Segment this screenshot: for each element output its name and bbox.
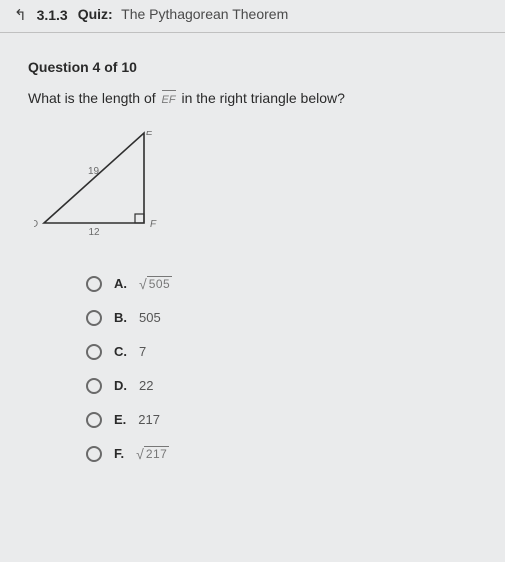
svg-text:12: 12 — [88, 227, 100, 238]
segment-ef-symbol: EF — [162, 90, 176, 108]
question-body: Question 4 of 10 What is the length of E… — [0, 33, 505, 462]
radio-button[interactable] — [86, 412, 102, 428]
answer-option[interactable]: A. √505 — [86, 276, 477, 292]
radio-button[interactable] — [86, 344, 102, 360]
svg-text:D: D — [34, 219, 38, 230]
svg-text:19: 19 — [88, 166, 100, 177]
answer-value: 22 — [139, 378, 153, 393]
answer-option[interactable]: B. 505 — [86, 310, 477, 326]
quiz-header: ↰ 3.1.3 Quiz: The Pythagorean Theorem — [0, 0, 505, 33]
answer-value: √217 — [136, 446, 169, 462]
question-text: What is the length of EF in the right tr… — [28, 89, 477, 109]
answer-letter: D. — [114, 378, 127, 393]
quiz-title: The Pythagorean Theorem — [121, 6, 288, 22]
answer-option[interactable]: C. 7 — [86, 344, 477, 360]
radio-button[interactable] — [86, 378, 102, 394]
answer-letter: A. — [114, 276, 127, 291]
question-text-after: in the right triangle below? — [181, 90, 344, 106]
triangle-svg: E D F 19 12 — [34, 131, 194, 241]
answer-option[interactable]: F. √217 — [86, 446, 477, 462]
answer-letter: B. — [114, 310, 127, 325]
svg-text:F: F — [150, 219, 157, 230]
radio-button[interactable] — [86, 310, 102, 326]
radio-button[interactable] — [86, 446, 102, 462]
svg-text:E: E — [146, 131, 153, 138]
quiz-label: Quiz: — [78, 6, 113, 22]
answer-letter: C. — [114, 344, 127, 359]
answer-letter: F. — [114, 446, 124, 461]
back-arrow-icon[interactable]: ↰ — [14, 6, 27, 24]
answer-option[interactable]: E. 217 — [86, 412, 477, 428]
answer-value: 217 — [138, 412, 160, 427]
quiz-number: 3.1.3 — [37, 7, 68, 23]
triangle-figure: E D F 19 12 — [34, 131, 477, 246]
answer-value: √505 — [139, 276, 172, 292]
answer-list: A. √505 B. 505 C. 7 D. 22 E. 217 F. √217 — [28, 276, 477, 462]
answer-value: 505 — [139, 310, 161, 325]
question-text-before: What is the length of — [28, 90, 160, 106]
radio-button[interactable] — [86, 276, 102, 292]
answer-value: 7 — [139, 344, 146, 359]
answer-option[interactable]: D. 22 — [86, 378, 477, 394]
question-counter: Question 4 of 10 — [28, 59, 477, 75]
answer-letter: E. — [114, 412, 126, 427]
